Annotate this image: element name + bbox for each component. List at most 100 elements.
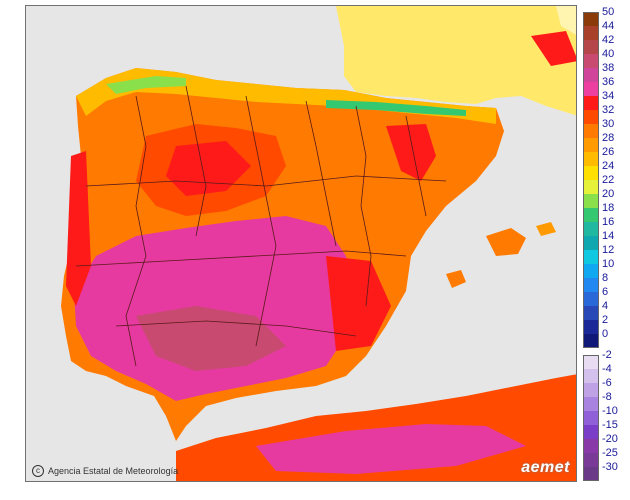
legend-row-warm-9: 28 <box>583 132 627 152</box>
legend-row-warm-8: 30 <box>583 118 627 138</box>
legend-label: 12 <box>602 244 615 256</box>
legend-row-warm-21: 4 <box>583 300 627 320</box>
legend-swatch <box>583 383 599 397</box>
ibiza <box>446 270 466 288</box>
legend-swatch <box>583 355 599 369</box>
legend-swatch <box>583 264 599 278</box>
guadalquivir-hot <box>136 306 286 371</box>
legend-swatch <box>583 54 599 68</box>
legend-swatch <box>583 82 599 96</box>
legend-row-cold-3: -8 <box>583 391 627 411</box>
legend-row-warm-7: 32 <box>583 104 627 124</box>
legend-row-warm-1: 44 <box>583 20 627 40</box>
legend-row-cold-0: -2 <box>583 349 627 369</box>
legend-row-warm-16: 14 <box>583 230 627 250</box>
legend-label: 28 <box>602 132 615 144</box>
legend-swatch <box>583 152 599 166</box>
legend-swatch <box>583 369 599 383</box>
credit-text: Agencia Estatal de Meteorología <box>48 466 179 476</box>
temperature-map: c Agencia Estatal de Meteorología aemet <box>25 5 577 482</box>
color-legend: 50 44 42 40 38 36 34 32 30 28 26 24 22 20 18 16 14 12 10 8 6… <box>583 6 627 490</box>
legend-swatch <box>583 236 599 250</box>
ebro-red <box>386 124 436 181</box>
legend-label: -8 <box>602 391 612 403</box>
legend-row-warm-18: 10 <box>583 258 627 278</box>
legend-swatch <box>583 278 599 292</box>
legend-row-warm-5: 36 <box>583 76 627 96</box>
legend-swatch <box>583 68 599 82</box>
legend-label: 26 <box>602 146 615 158</box>
copyright-icon: c <box>32 465 44 477</box>
legend-row-warm-3: 40 <box>583 48 627 68</box>
legend-label: 50 <box>602 6 615 18</box>
legend-row-warm-12: 22 <box>583 174 627 194</box>
legend-swatch <box>583 138 599 152</box>
legend-swatch <box>583 397 599 411</box>
legend-label: 42 <box>602 34 615 46</box>
legend-swatch <box>583 250 599 264</box>
legend-row-warm-14: 18 <box>583 202 627 222</box>
legend-label: 10 <box>602 258 615 270</box>
legend-row-warm-13: 20 <box>583 188 627 208</box>
legend-swatch <box>583 26 599 40</box>
legend-swatch <box>583 110 599 124</box>
map-canvas <box>26 6 576 481</box>
legend-row-warm-10: 26 <box>583 146 627 166</box>
legend-row-cold-5: -15 <box>583 419 627 439</box>
legend-swatch <box>583 411 599 425</box>
legend-row-warm-2: 42 <box>583 34 627 54</box>
legend-label: 34 <box>602 90 615 102</box>
legend-label: 24 <box>602 160 615 172</box>
legend-swatch <box>583 453 599 467</box>
legend-row-warm-15: 16 <box>583 216 627 236</box>
legend-label: 6 <box>602 286 609 298</box>
legend-row-cold-6: -20 <box>583 433 627 453</box>
legend-label: -6 <box>602 377 612 389</box>
legend-label: 32 <box>602 104 615 116</box>
legend-label: 4 <box>602 300 609 312</box>
legend-label: 30 <box>602 118 615 130</box>
legend-row-cold-7: -25 <box>583 447 627 467</box>
france-east-light <box>556 6 576 35</box>
legend-label: 2 <box>602 314 609 326</box>
menorca <box>536 222 556 236</box>
legend-swatch <box>583 334 599 348</box>
legend-swatch <box>583 166 599 180</box>
legend-label: 38 <box>602 62 615 74</box>
cantabria-green <box>106 76 186 94</box>
legend-row-warm-23: 0 <box>583 328 627 348</box>
france-region <box>336 6 576 116</box>
africa-hot <box>256 424 526 474</box>
legend-label: 14 <box>602 230 615 242</box>
legend-swatch <box>583 439 599 453</box>
legend-row-cold-8: -30 <box>583 461 627 481</box>
legend-label: 22 <box>602 174 615 186</box>
legend-row-warm-22: 2 <box>583 314 627 334</box>
legend-row-warm-4: 38 <box>583 62 627 82</box>
legend-swatch <box>583 306 599 320</box>
france-warm-patch <box>531 31 576 66</box>
region-borders <box>75 85 447 367</box>
legend-row-warm-6: 34 <box>583 90 627 110</box>
legend-swatch <box>583 425 599 439</box>
pyrenees-cold <box>326 100 466 116</box>
legend-label: 8 <box>602 272 609 284</box>
legend-swatch <box>583 96 599 110</box>
legend-label: 40 <box>602 48 615 60</box>
southeast-red <box>326 256 391 351</box>
legend-label: 18 <box>602 202 615 214</box>
legend-label: 36 <box>602 76 615 88</box>
legend-swatch <box>583 180 599 194</box>
legend-label: 44 <box>602 20 615 32</box>
legend-label: 0 <box>602 328 609 340</box>
mallorca <box>486 228 526 256</box>
legend-swatch <box>583 320 599 334</box>
legend-label: -2 <box>602 349 612 361</box>
legend-swatch <box>583 208 599 222</box>
legend-row-cold-1: -4 <box>583 363 627 383</box>
legend-row-warm-17: 12 <box>583 244 627 264</box>
legend-swatch <box>583 40 599 54</box>
legend-row-warm-20: 6 <box>583 286 627 306</box>
legend-row-warm-0: 50 <box>583 6 627 26</box>
brand-logo: aemet <box>521 459 570 476</box>
